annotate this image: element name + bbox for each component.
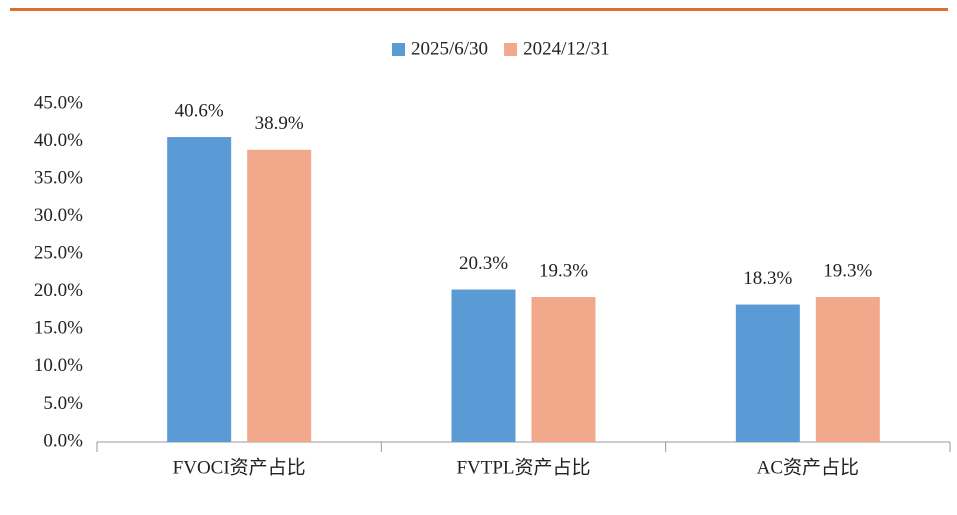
y-tick-label: 20.0%: [34, 280, 83, 301]
data-label: 18.3%: [743, 268, 792, 289]
y-tick-label: 35.0%: [34, 167, 83, 188]
legend-swatch: [504, 43, 518, 56]
bar: [815, 297, 880, 442]
bar: [247, 149, 312, 442]
x-tick-label: FVTPL资产占比: [456, 456, 590, 478]
y-tick-label: 25.0%: [34, 243, 83, 264]
data-label: 40.6%: [175, 100, 224, 121]
y-tick-label: 40.0%: [34, 130, 83, 151]
data-label: 38.9%: [255, 113, 304, 134]
y-tick-label: 15.0%: [34, 318, 83, 339]
bar: [167, 137, 232, 442]
y-tick-label: 45.0%: [34, 92, 83, 113]
legend-label: 2024/12/31: [523, 38, 610, 59]
legend-swatch: [392, 43, 405, 56]
y-tick-label: 5.0%: [43, 393, 83, 414]
legend-label: 2025/6/30: [411, 38, 488, 59]
y-tick-label: 30.0%: [34, 205, 83, 226]
bar: [735, 304, 800, 442]
y-tick-label: 10.0%: [34, 355, 83, 376]
data-label: 20.3%: [459, 253, 508, 274]
bar: [451, 289, 516, 442]
x-tick-label: FVOCI资产占比: [173, 456, 306, 478]
data-label: 19.3%: [539, 260, 588, 281]
top-rule: [10, 8, 948, 11]
y-tick-label: 0.0%: [43, 430, 83, 451]
bar: [531, 297, 596, 442]
x-tick-label: AC资产占比: [757, 456, 859, 478]
data-label: 19.3%: [823, 260, 872, 281]
